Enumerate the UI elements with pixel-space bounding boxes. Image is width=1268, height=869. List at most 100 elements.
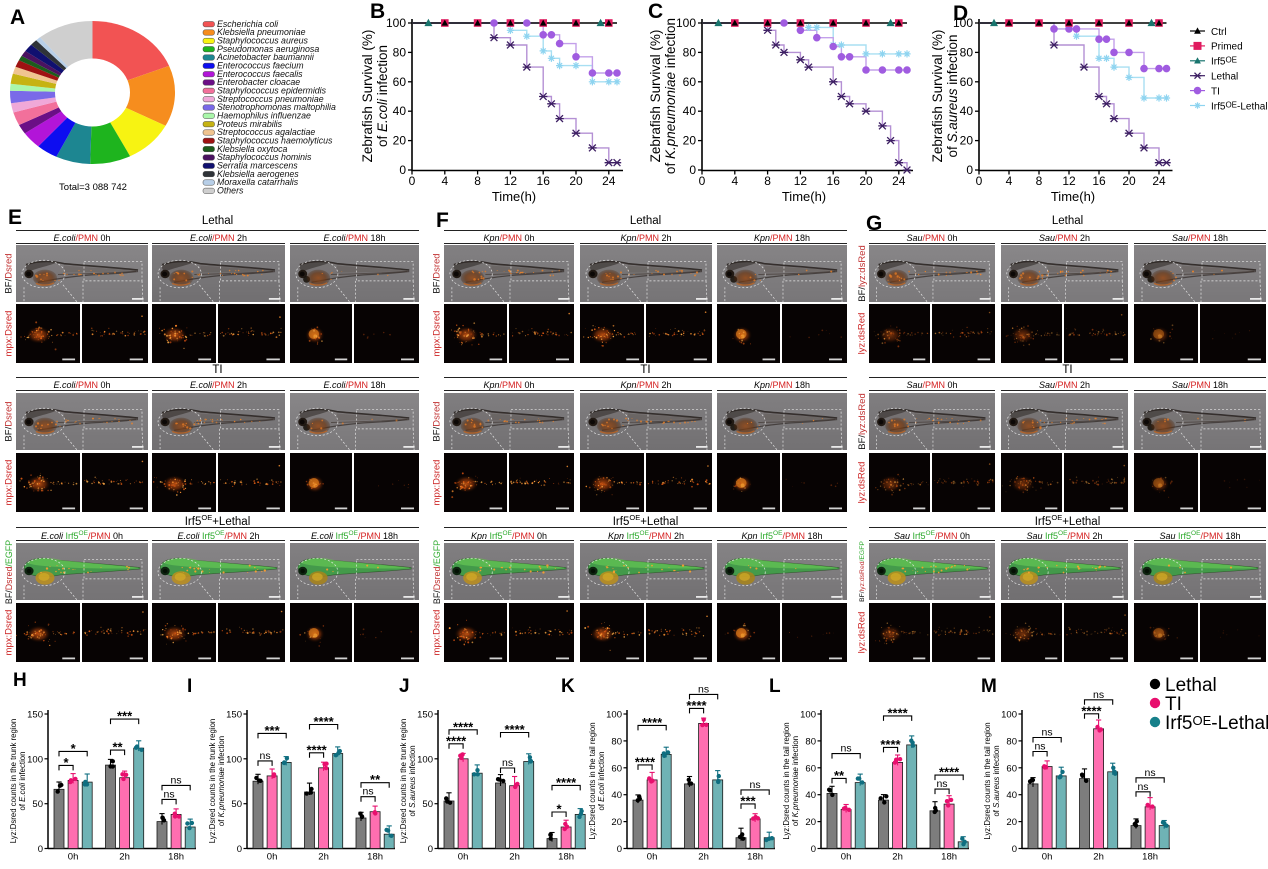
svg-text:20: 20 xyxy=(393,134,407,148)
svg-text:100: 100 xyxy=(386,16,406,30)
svg-text:80: 80 xyxy=(960,45,974,59)
svg-text:100: 100 xyxy=(800,710,816,721)
svg-text:TI: TI xyxy=(1165,694,1182,715)
svg-text:Ctrl: Ctrl xyxy=(1211,27,1227,38)
svg-text:2h: 2h xyxy=(892,852,903,863)
svg-text:40: 40 xyxy=(1006,790,1017,801)
svg-text:20: 20 xyxy=(1122,174,1136,188)
svg-text:16: 16 xyxy=(827,174,841,188)
svg-text:Zebrafish Survival (%): Zebrafish Survival (%) xyxy=(360,30,375,163)
svg-text:Lethal: Lethal xyxy=(1165,675,1217,696)
svg-text:of K.pneumoniae infection: of K.pneumoniae infection xyxy=(663,18,678,174)
svg-text:40: 40 xyxy=(683,104,697,118)
svg-text:2h: 2h xyxy=(1093,852,1104,863)
svg-text:20: 20 xyxy=(569,174,583,188)
svg-text:0: 0 xyxy=(38,844,43,855)
svg-text:Zebrafish Survival (%): Zebrafish Survival (%) xyxy=(930,30,945,163)
svg-text:Irf5OE-Lethal: Irf5OE-Lethal xyxy=(1211,100,1268,112)
svg-text:24: 24 xyxy=(892,174,906,188)
svg-text:ns: ns xyxy=(1042,727,1053,739)
svg-text:40: 40 xyxy=(805,790,816,801)
svg-text:Klebsiella aerogenes: Klebsiella aerogenes xyxy=(217,169,299,179)
svg-text:of E.coli infection: of E.coli infection xyxy=(18,752,27,811)
svg-text:50: 50 xyxy=(231,799,242,810)
svg-text:100: 100 xyxy=(606,710,622,721)
svg-text:16: 16 xyxy=(1092,174,1106,188)
svg-text:Lyz:Dsred counts in the tail r: Lyz:Dsred counts in the tail region xyxy=(983,722,992,839)
svg-text:Klebsiella oxytoca: Klebsiella oxytoca xyxy=(217,144,288,154)
svg-text:80: 80 xyxy=(683,45,697,59)
svg-text:18h: 18h xyxy=(747,852,763,863)
svg-text:20: 20 xyxy=(1006,817,1017,828)
svg-text:0h: 0h xyxy=(647,852,658,863)
svg-text:Proteus mirabilis: Proteus mirabilis xyxy=(217,119,283,129)
svg-text:100: 100 xyxy=(27,754,43,765)
svg-text:0: 0 xyxy=(617,844,622,855)
svg-text:****: **** xyxy=(313,714,334,729)
svg-text:of E.coli infection: of E.coli infection xyxy=(375,45,390,147)
svg-text:60: 60 xyxy=(1006,763,1017,774)
svg-text:50: 50 xyxy=(32,799,43,810)
svg-text:Lyz:Dsred counts in the tail r: Lyz:Dsred counts in the tail region xyxy=(782,722,791,839)
svg-text:0h: 0h xyxy=(68,852,79,863)
svg-text:****: **** xyxy=(556,775,577,790)
svg-text:100: 100 xyxy=(1001,710,1017,721)
svg-text:ns: ns xyxy=(164,788,175,800)
svg-text:****: **** xyxy=(642,715,663,730)
svg-text:**: ** xyxy=(370,772,381,787)
svg-text:20: 20 xyxy=(683,134,697,148)
svg-text:0: 0 xyxy=(409,174,416,188)
svg-text:****: **** xyxy=(453,719,474,734)
svg-text:0: 0 xyxy=(689,163,696,177)
svg-text:100: 100 xyxy=(226,754,242,765)
svg-text:Pseudomonas aeruginosa: Pseudomonas aeruginosa xyxy=(217,44,319,54)
svg-text:****: **** xyxy=(939,765,960,780)
svg-text:150: 150 xyxy=(417,710,433,721)
svg-text:Zebrafish Survival (%): Zebrafish Survival (%) xyxy=(648,30,663,163)
svg-text:40: 40 xyxy=(960,104,974,118)
svg-text:18h: 18h xyxy=(558,852,574,863)
svg-text:Staphylococcus haemolyticus: Staphylococcus haemolyticus xyxy=(217,136,333,146)
svg-text:of K.pneumoniae infection: of K.pneumoniae infection xyxy=(791,736,800,826)
svg-text:Irf5OE-Lethal: Irf5OE-Lethal xyxy=(1165,713,1268,734)
svg-text:Enterobacter cloacae: Enterobacter cloacae xyxy=(217,77,300,87)
svg-text:60: 60 xyxy=(611,763,622,774)
svg-text:ns: ns xyxy=(750,779,761,791)
svg-text:ns: ns xyxy=(1034,741,1045,753)
svg-text:Others: Others xyxy=(217,186,244,196)
svg-text:of E.coli infection: of E.coli infection xyxy=(597,752,606,811)
svg-text:ns: ns xyxy=(502,757,513,769)
svg-text:Stenotrophomonas maltophilia: Stenotrophomonas maltophilia xyxy=(217,102,336,112)
svg-text:4: 4 xyxy=(441,174,448,188)
svg-text:18h: 18h xyxy=(941,852,957,863)
svg-text:****: **** xyxy=(686,698,707,713)
svg-text:24: 24 xyxy=(602,174,616,188)
svg-text:150: 150 xyxy=(27,710,43,721)
svg-text:60: 60 xyxy=(683,75,697,89)
svg-text:ns: ns xyxy=(698,683,709,695)
svg-text:0h: 0h xyxy=(1042,852,1053,863)
svg-text:****: **** xyxy=(504,722,525,737)
svg-text:Enterococcus faecium: Enterococcus faecium xyxy=(217,61,304,71)
svg-text:60: 60 xyxy=(805,763,816,774)
svg-text:ns: ns xyxy=(936,778,947,790)
svg-text:****: **** xyxy=(306,742,327,757)
svg-text:Acinetobacter baumannii: Acinetobacter baumannii xyxy=(216,52,315,62)
svg-text:8: 8 xyxy=(1036,174,1043,188)
svg-text:20: 20 xyxy=(805,817,816,828)
svg-text:100: 100 xyxy=(953,16,973,30)
svg-text:2h: 2h xyxy=(698,852,709,863)
svg-text:80: 80 xyxy=(1006,736,1017,747)
svg-text:Lyz:Dsred counts in the trunk: Lyz:Dsred counts in the trunk region xyxy=(9,719,18,844)
svg-text:16: 16 xyxy=(537,174,551,188)
svg-text:8: 8 xyxy=(764,174,771,188)
svg-text:18h: 18h xyxy=(168,852,184,863)
svg-text:0h: 0h xyxy=(841,852,852,863)
svg-text:8: 8 xyxy=(474,174,481,188)
svg-text:Staphylococcus aureus: Staphylococcus aureus xyxy=(217,36,309,46)
svg-text:**: ** xyxy=(834,768,845,783)
svg-text:Primed: Primed xyxy=(1211,42,1243,53)
svg-text:Streptococcus agalactiae: Streptococcus agalactiae xyxy=(217,127,315,137)
svg-text:Klebsiella pneumoniae: Klebsiella pneumoniae xyxy=(217,27,306,37)
svg-text:**: ** xyxy=(112,740,123,755)
